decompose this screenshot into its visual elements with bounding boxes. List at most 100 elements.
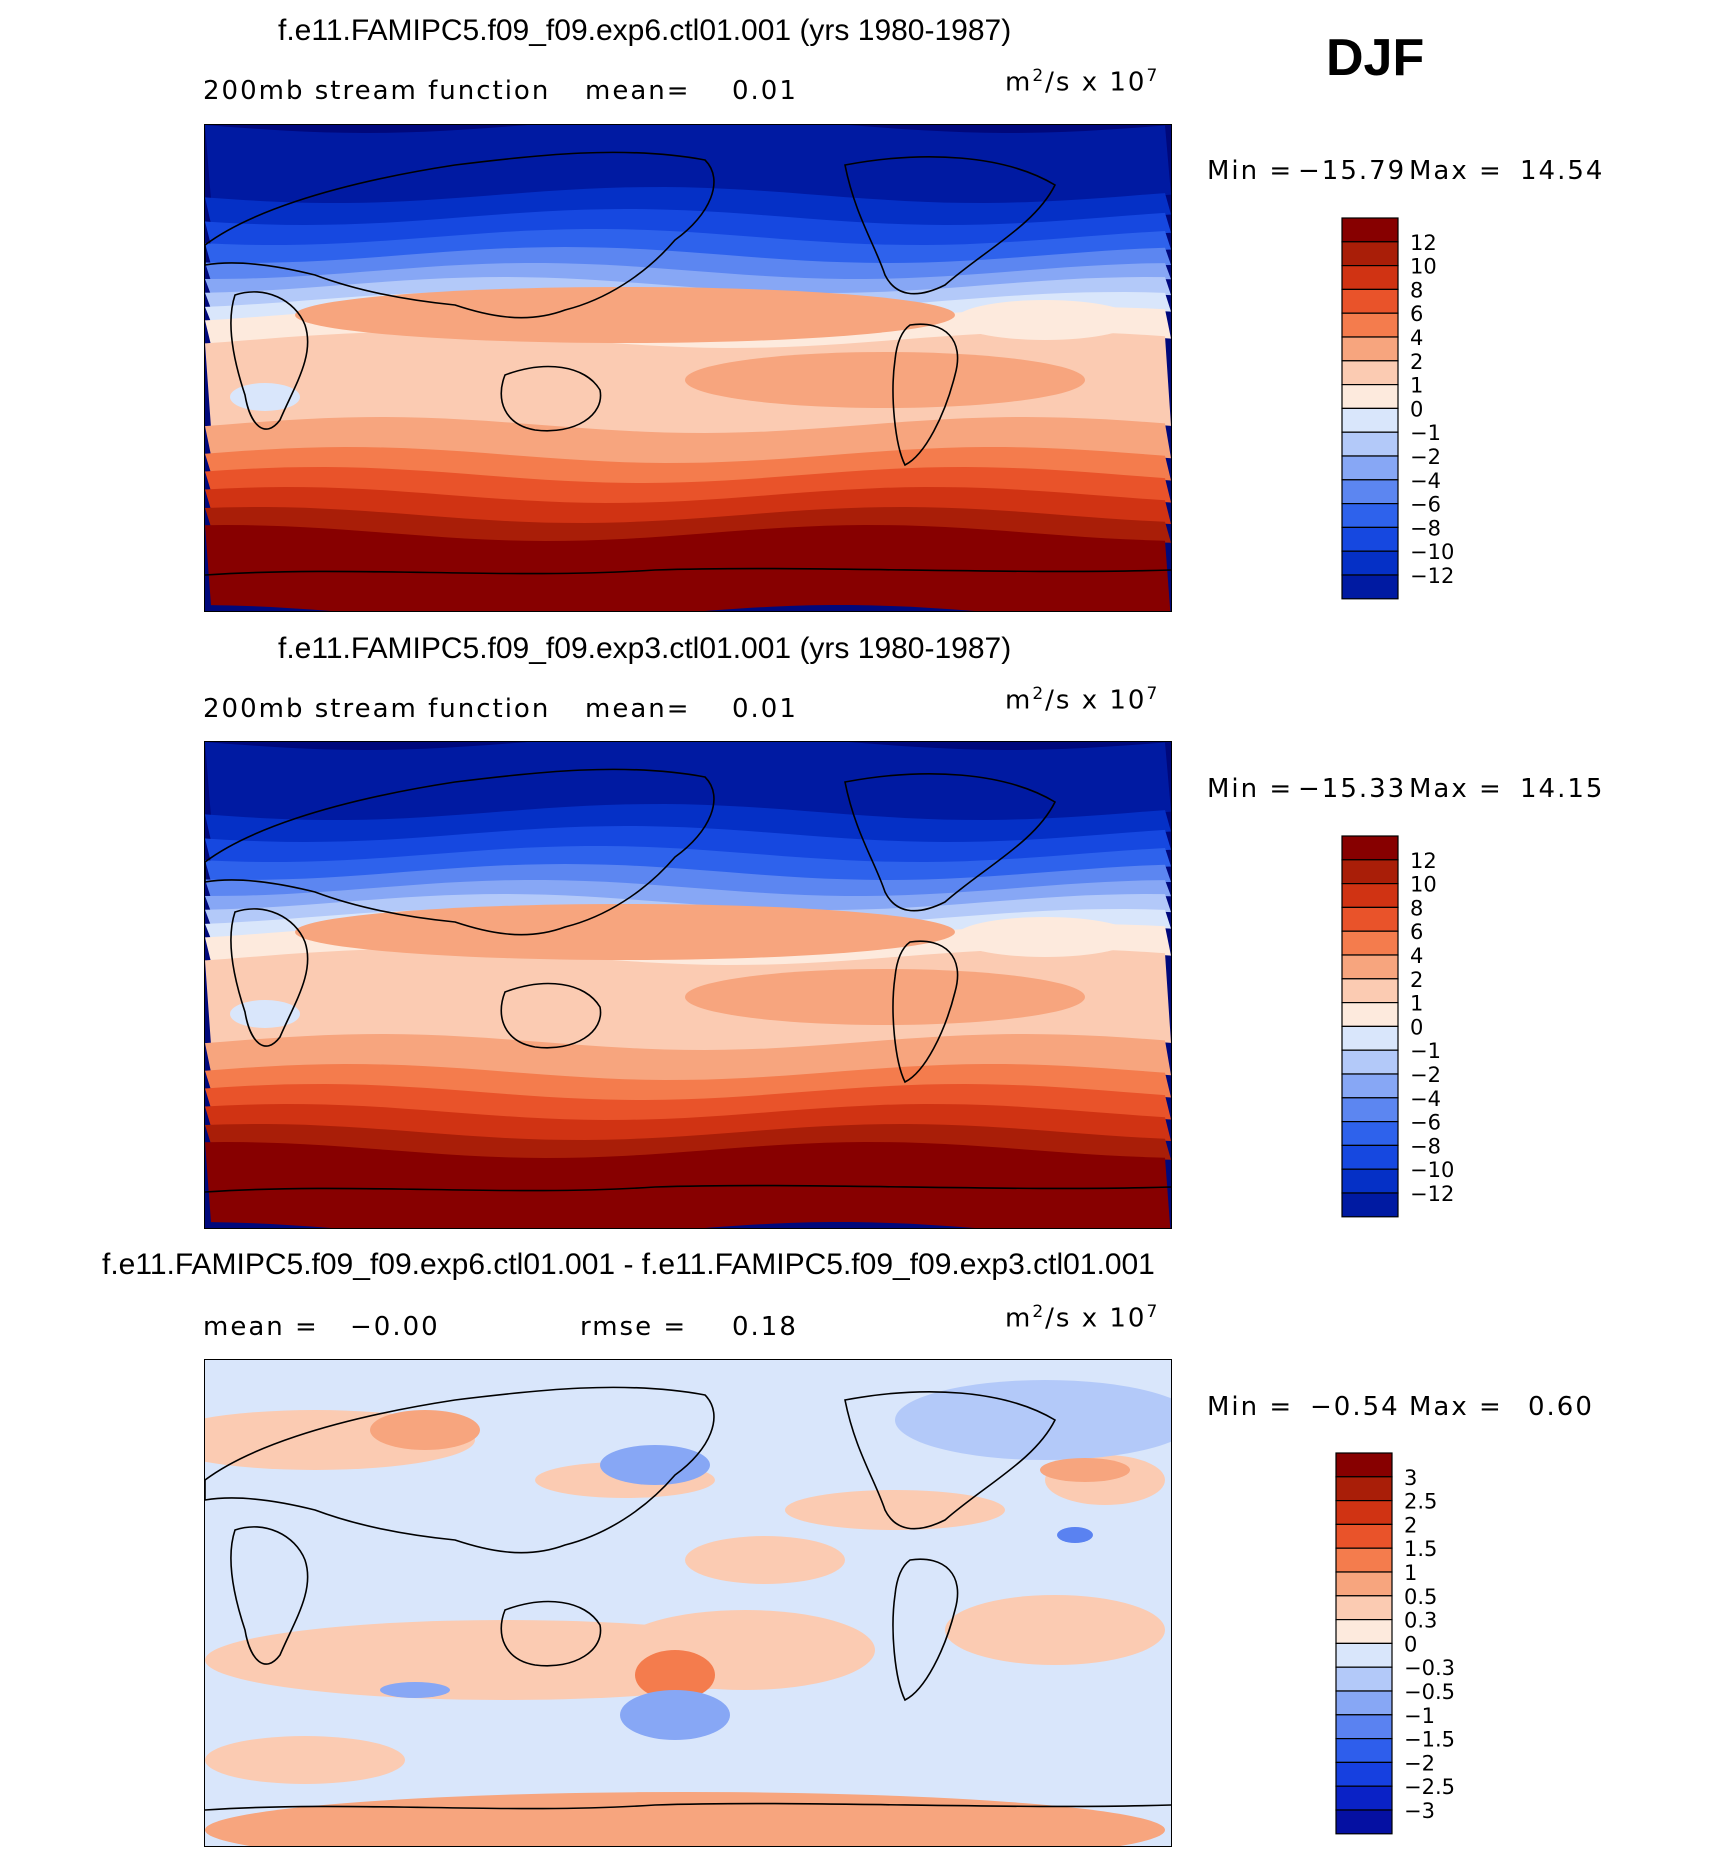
- panel3-map-anomaly-blob: [620, 1690, 730, 1740]
- panel1-map-coastline: [205, 567, 1171, 576]
- panel1-map-contour-band: [205, 417, 1171, 465]
- panel2-min-value: −15.33: [1298, 774, 1407, 804]
- panel3-colorbar-box: [1335, 1476, 1393, 1502]
- panel2-min-label: Min =: [1207, 774, 1294, 804]
- panel1-max-label: Max =: [1409, 156, 1503, 186]
- panel3-colorbar-box: [1335, 1595, 1393, 1621]
- panel3-map-coastline: [500, 1600, 602, 1667]
- panel3-mean-value: −0.00: [350, 1312, 440, 1342]
- panel1-colorbar-label: 10: [1410, 255, 1437, 279]
- panel3-colorbar-box: [1335, 1785, 1393, 1811]
- panel3-colorbar-label: −3: [1404, 1799, 1435, 1823]
- panel2-colorbar-label: 10: [1410, 873, 1437, 897]
- panel1-colorbar-label: 4: [1410, 326, 1423, 350]
- panel3-map-anomaly-blob: [1057, 1527, 1093, 1543]
- panel2-colorbar-box: [1341, 1121, 1399, 1147]
- panel2-map-coastline: [844, 773, 1057, 912]
- panel1-colorbar-label: 8: [1410, 278, 1423, 302]
- panel2-map-blob: [955, 917, 1135, 957]
- panel3-colorbar-label: 1.5: [1404, 1537, 1437, 1561]
- panel2-mean-value: 0.01: [732, 694, 798, 724]
- panel2-colorbar-label: 4: [1410, 944, 1423, 968]
- panel1-colorbar-box: [1341, 288, 1399, 314]
- panel1-map-contour-band: [205, 263, 1171, 295]
- panel3-map-anomaly-blob: [1040, 1458, 1130, 1482]
- panel2-map-contour-band: [205, 846, 1171, 882]
- panel2-map-coastline: [500, 982, 602, 1049]
- panel2-map-low-blob: [230, 1000, 300, 1028]
- panel3-map-anomaly-blob: [370, 1410, 480, 1450]
- season-label: DJF: [1326, 29, 1425, 87]
- panel1-colorbar-box: [1341, 479, 1399, 505]
- panel1-map: [204, 124, 1172, 612]
- panel1-colorbar-box: [1341, 336, 1399, 362]
- panel3-colorbar-box: [1335, 1714, 1393, 1740]
- panel2-colorbar-label: 12: [1410, 849, 1437, 873]
- panel2-map-contour-band: [205, 1034, 1171, 1082]
- panel3-map-anomaly-blob: [785, 1490, 1005, 1530]
- panel2-map-high-blob: [685, 969, 1085, 1025]
- panel2-units: m2/s x 107: [1005, 684, 1160, 716]
- panel1-min-label: Min =: [1207, 156, 1294, 186]
- panel1-colorbar-label: −2: [1410, 445, 1441, 469]
- panel1-map-coastline: [844, 156, 1057, 295]
- panel3-map-anomaly-blob: [945, 1595, 1165, 1665]
- panel1-colorbar-box: [1341, 550, 1399, 576]
- panel2-map-contour-band: [205, 742, 1171, 822]
- panel1-min-value: −15.79: [1298, 156, 1407, 186]
- panel1-variable: 200mb stream function: [203, 76, 551, 106]
- panel1-title: f.e11.FAMIPC5.f09_f09.exp6.ctl01.001 (yr…: [278, 14, 1012, 47]
- panel3-map: [204, 1359, 1172, 1847]
- panel2-colorbar-label: −12: [1410, 1182, 1454, 1206]
- panel3-map-anomaly-blob: [600, 1445, 710, 1485]
- panel2-colorbar-box: [1341, 1168, 1399, 1194]
- panel2-map-contour-band: [205, 1064, 1171, 1102]
- panel3-colorbar-box: [1335, 1547, 1393, 1573]
- panel3-colorbar-label: −0.5: [1404, 1680, 1455, 1704]
- panel1-map-high-blob: [295, 287, 955, 343]
- panel3-colorbar-box: [1335, 1761, 1393, 1787]
- panel3-colorbar-box: [1335, 1738, 1393, 1764]
- panel1-colorbar-label: 2: [1410, 350, 1423, 374]
- panel2-map-coastline: [205, 768, 715, 936]
- panel1-colorbar-box: [1341, 264, 1399, 290]
- panel2-colorbar-label: 1: [1410, 992, 1423, 1016]
- panel2-max-label: Max =: [1409, 774, 1503, 804]
- panel3-map-coastline: [205, 1386, 715, 1554]
- panel2-map: [204, 741, 1172, 1229]
- panel1-colorbar-label: −10: [1410, 540, 1454, 564]
- panel2-colorbar-label: 0: [1410, 1015, 1423, 1039]
- panel1-colorbar-box: [1341, 526, 1399, 552]
- panel3-rmse-label: rmse =: [580, 1312, 688, 1342]
- panel3-map-anomaly-blob: [685, 1536, 845, 1584]
- panel1-map-coastline: [500, 365, 602, 432]
- panel3-colorbar-label: −1.5: [1404, 1728, 1455, 1752]
- panel3-colorbar-label: 2.5: [1404, 1490, 1437, 1514]
- panel2-map-contour-band: [205, 1124, 1171, 1160]
- panel2-map-coastline: [205, 1184, 1171, 1193]
- panel2-colorbar-box: [1341, 930, 1399, 956]
- panel2-map-contour-band: [205, 804, 1171, 844]
- panel1-colorbar-label: 6: [1410, 302, 1423, 326]
- panel3-rmse-value: 0.18: [732, 1312, 798, 1342]
- panel3-colorbar-label: 1: [1404, 1561, 1417, 1585]
- panel3-colorbar-box: [1335, 1452, 1393, 1478]
- panel1-colorbar-label: −8: [1410, 516, 1441, 540]
- panel3-mean-label: mean =: [203, 1312, 319, 1342]
- panel3-map-anomaly-blob: [895, 1380, 1171, 1460]
- panel2-colorbar-box: [1341, 1002, 1399, 1028]
- panel3-colorbar-label: 2: [1404, 1513, 1417, 1537]
- panel3-colorbar-box: [1335, 1809, 1393, 1835]
- panel3-colorbar-label: 0: [1404, 1632, 1417, 1656]
- panel1-mean-value: 0.01: [732, 76, 798, 106]
- panel2-colorbar-label: −1: [1410, 1039, 1441, 1063]
- panel2-colorbar-label: −8: [1410, 1134, 1441, 1158]
- panel1-colorbar-box: [1341, 574, 1399, 600]
- panel1-map-coastline: [205, 151, 715, 319]
- panel2-map-coastline: [892, 940, 959, 1084]
- panel1-colorbar-label: −12: [1410, 564, 1454, 588]
- panel1-map-contour-band: [205, 125, 1171, 205]
- panel1-colorbar-box: [1341, 217, 1399, 243]
- panel3-colorbar-box: [1335, 1499, 1393, 1525]
